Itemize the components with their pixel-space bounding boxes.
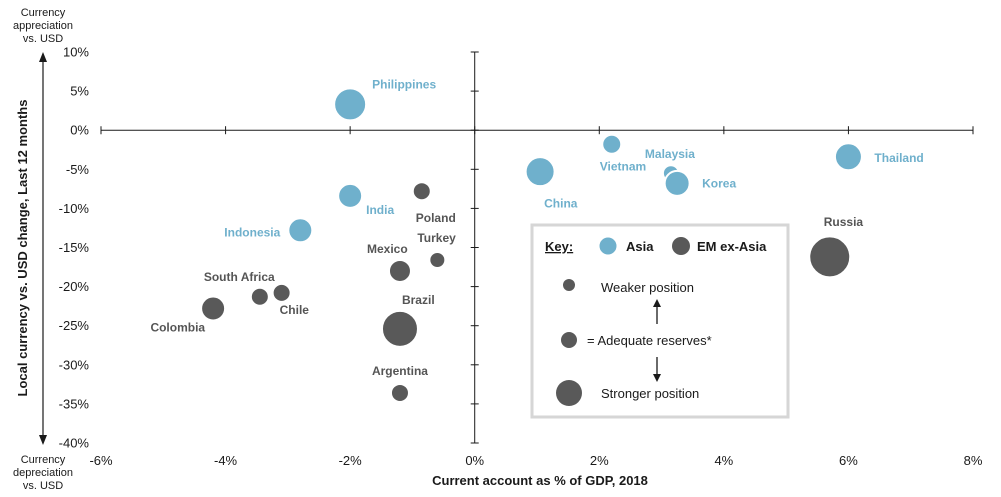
point-label-russia: Russia [824,215,864,229]
point-label-colombia: Colombia [150,320,205,334]
y-tick-label: -40% [59,436,90,451]
legend-stronger-label: Stronger position [601,386,699,401]
y-tick-label: -15% [59,240,90,255]
point-russia [808,235,852,279]
point-label-argentina: Argentina [372,364,428,378]
ticks-layer: -6% -4% -2% 0% 2% 4% 6% 8% 10% 5% 0% -5% -10% -15% -20… [59,45,983,469]
legend-box: Key: Asia EM ex-Asia Weaker position = A… [530,223,790,419]
y-tick-label: 10% [63,45,89,60]
x-axis-title: Current account as % of GDP, 2018 [432,473,648,488]
y-tick-label: 5% [70,84,89,99]
point-label-china: China [544,197,578,211]
y-tick-label: 0% [70,123,89,138]
legend-em-swatch [672,237,690,255]
point-label-indonesia: Indonesia [224,225,280,239]
x-tick-label: 8% [964,453,983,468]
point-colombia [200,295,227,322]
point-philippines [333,87,368,122]
y-tick-label: -25% [59,318,90,333]
legend-down-arrow [653,357,661,382]
bottom-annotation-line2: depreciation [13,467,73,479]
y-axis-title: Local currency vs. USD change, Last 12 m… [15,100,30,397]
point-label-mexico: Mexico [367,242,408,256]
point-india [337,182,364,209]
legend-adequate-label: = Adequate reserves* [587,333,712,348]
point-mexico [387,258,412,283]
y-tick-label: -10% [59,201,90,216]
point-chile [271,282,292,303]
point-label-brazil: Brazil [402,293,435,307]
point-south-africa [249,286,270,307]
y-tick-label: -5% [66,162,90,177]
y-tick-label: -20% [59,279,90,294]
point-turkey [428,251,447,270]
point-label-korea: Korea [702,176,736,190]
point-china [524,156,556,188]
point-label-poland: Poland [416,211,456,225]
point-argentina [389,382,410,403]
legend-adequate-swatch [561,332,577,348]
legend-asia-label: Asia [626,239,654,254]
point-label-vietnam: Vietnam [600,159,646,173]
top-annotation-line1: Currency [21,7,66,19]
x-tick-label: 6% [839,453,858,468]
legend-em-label: EM ex-Asia [697,239,767,254]
point-label-turkey: Turkey [417,231,456,245]
x-tick-label: 2% [590,453,609,468]
point-label-malaysia: Malaysia [645,147,695,161]
x-tick-label: 0% [465,453,484,468]
points-layer: Philippines India Indonesia China VietnamMal… [150,77,924,403]
point-label-south-africa: South Africa [204,270,275,284]
legend-weaker-swatch [563,279,575,291]
point-label-philippines: Philippines [372,77,436,91]
y-tick-label: -35% [59,396,90,411]
top-annotation-line3: vs. USD [23,33,63,45]
y-direction-arrow [39,52,47,445]
top-annotation-line2: appreciation [13,20,73,32]
legend-title: Key: [545,239,573,254]
point-label-chile: Chile [280,303,310,317]
point-poland [411,181,432,202]
point-korea [663,169,691,197]
x-tick-label: -4% [214,453,238,468]
y-tick-label: -30% [59,357,90,372]
x-tick-label: 4% [714,453,733,468]
bottom-annotation-line3: vs. USD [23,480,63,492]
point-label-thailand: Thailand [874,151,923,165]
bottom-annotation-line1: Currency [21,454,66,466]
legend-up-arrow [653,299,661,324]
legend-stronger-swatch [556,380,582,406]
point-label-india: India [366,203,394,217]
x-tick-label: -2% [339,453,363,468]
point-indonesia [287,217,314,244]
legend-asia-swatch [598,236,618,256]
point-vietnam [601,133,623,155]
point-brazil [380,309,419,348]
x-tick-label: -6% [89,453,113,468]
point-thailand [833,142,863,172]
legend-weaker-label: Weaker position [601,280,694,295]
